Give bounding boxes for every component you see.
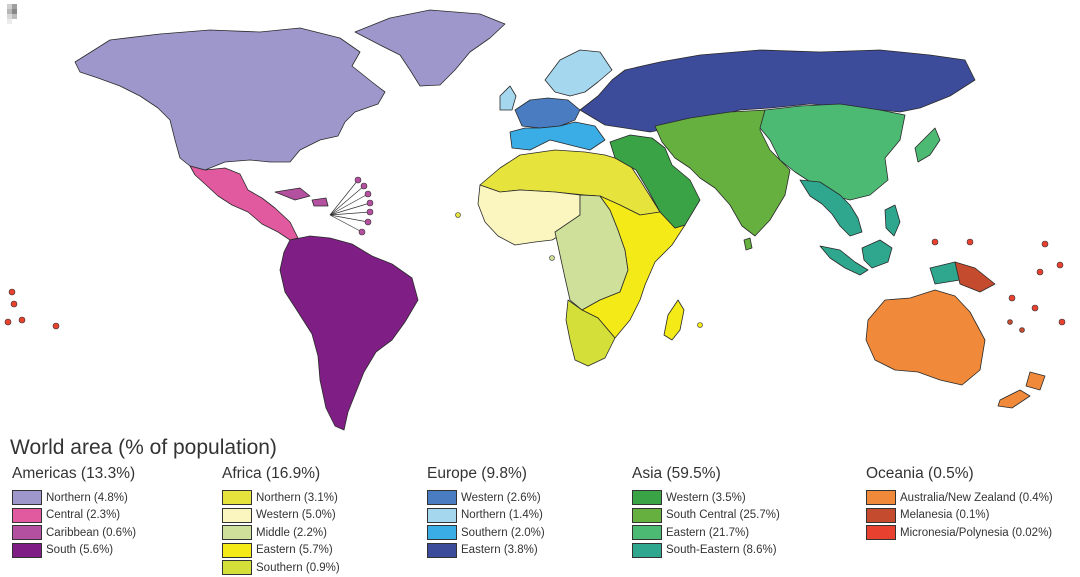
legend-label: Western (5.0%) <box>256 509 336 521</box>
legend-group-title: Oceania (0.5%) <box>866 465 974 482</box>
region-europe-western <box>514 97 581 129</box>
legend-swatch <box>12 525 42 540</box>
region-oceania-australia <box>865 289 986 386</box>
legend-title: World area (% of population) <box>10 436 277 459</box>
legend-swatch <box>222 507 252 523</box>
legend-swatch <box>222 525 252 540</box>
legend-swatch <box>427 525 457 540</box>
legend-group-americas: Americas (13.3%) Northern (4.8%) Central… <box>12 465 136 559</box>
legend-label: South-Eastern (8.6%) <box>666 544 777 556</box>
legend-item: Western (3.5%) <box>632 489 780 506</box>
region-asia-eastern-japan <box>914 127 941 163</box>
legend-label: Western (3.5%) <box>666 491 746 504</box>
region-asia-southeastern <box>799 179 863 237</box>
legend-group-asia: Asia (59.5%) Western (3.5%) South Centra… <box>632 465 780 559</box>
region-oceania-melanesia <box>954 261 996 293</box>
legend-item: Northern (1.4%) <box>427 507 545 524</box>
region-americas-caribbean <box>274 187 329 207</box>
region-greenland <box>354 9 506 87</box>
legend-label: Micronesia/Polynesia (0.02%) <box>900 526 1053 539</box>
region-americas-northern <box>74 27 386 171</box>
world-map <box>4 9 1066 431</box>
legend-swatch <box>222 542 252 558</box>
legend-group-europe: Europe (9.8%) Western (2.6%) Northern (1… <box>427 465 545 559</box>
legend-label: Eastern (5.7%) <box>256 544 333 556</box>
legend-swatch <box>12 507 42 523</box>
region-asia-southeastern-borneo <box>861 239 893 269</box>
region-oceania-newzealand <box>997 371 1046 409</box>
legend-label: Northern (1.4%) <box>461 509 543 521</box>
pacific-islands <box>4 212 1066 333</box>
region-americas-south <box>279 235 419 431</box>
region-europe-northern <box>544 49 613 97</box>
legend-item: Central (2.3%) <box>12 507 136 524</box>
legend-item: Caribbean (0.6%) <box>12 524 136 541</box>
legend-swatch <box>632 542 662 558</box>
legend-label: South (5.6%) <box>46 544 114 556</box>
region-asia-eastern <box>759 103 906 201</box>
legend-swatch <box>427 507 457 523</box>
legend-group-africa: Africa (16.9%) Northern (3.1%) Western (… <box>222 465 340 577</box>
legend-label: Melanesia (0.1%) <box>900 509 990 521</box>
legend-swatch <box>427 542 457 558</box>
legend-group-title: Asia (59.5%) <box>632 465 721 482</box>
legend-item: Northern (3.1%) <box>222 489 340 506</box>
legend-swatch <box>12 490 42 505</box>
legend-swatch <box>632 525 662 540</box>
legend-label: Eastern (21.7%) <box>666 526 750 539</box>
region-madagascar <box>663 299 685 341</box>
legend-label: Northern (3.1%) <box>256 491 338 504</box>
region-americas-central <box>189 165 299 241</box>
placeholder-icon <box>7 4 17 24</box>
legend-swatch <box>632 490 662 505</box>
legend-swatch <box>866 507 896 523</box>
region-asia-southcentral <box>654 109 791 237</box>
legend-item: South-Eastern (8.6%) <box>632 542 780 559</box>
legend-item: Melanesia (0.1%) <box>866 507 1053 524</box>
region-europe-southern <box>509 121 606 151</box>
legend-swatch <box>222 490 252 505</box>
legend-swatch <box>427 490 457 505</box>
legend-label: Caribbean (0.6%) <box>46 526 137 539</box>
legend-label: Middle (2.2%) <box>256 526 327 539</box>
legend-label: South Central (25.7%) <box>666 509 780 521</box>
caribbean-callouts <box>329 176 374 236</box>
legend-label: Northern (4.8%) <box>46 491 128 504</box>
legend-item: Eastern (3.8%) <box>427 542 545 559</box>
legend-item: Northern (4.8%) <box>12 489 136 506</box>
legend-label: Western (2.6%) <box>461 491 541 504</box>
legend-group-title: Americas (13.3%) <box>12 465 136 482</box>
legend-item: Australia/New Zealand (0.4%) <box>866 489 1053 506</box>
legend-label: Eastern (3.8%) <box>461 544 538 556</box>
legend-group-title: Africa (16.9%) <box>222 465 321 482</box>
region-europe-northern-uk <box>499 85 517 111</box>
legend-swatch <box>866 490 896 505</box>
legend-group-oceania: Oceania (0.5%) Australia/New Zealand (0.… <box>866 465 1053 542</box>
legend-item: Western (5.0%) <box>222 507 340 524</box>
legend-item: Southern (2.0%) <box>427 524 545 541</box>
legend-label: Australia/New Zealand (0.4%) <box>900 491 1053 504</box>
legend-swatch <box>632 507 662 523</box>
legend-item: Western (2.6%) <box>427 489 545 506</box>
legend-item: Southern (0.9%) <box>222 559 340 576</box>
legend-label: Southern (0.9%) <box>256 561 340 574</box>
legend-label: Central (2.3%) <box>46 509 121 521</box>
legend-item: Micronesia/Polynesia (0.02%) <box>866 524 1053 541</box>
legend-item: South Central (25.7%) <box>632 507 780 524</box>
region-asia-southcentral-srilanka <box>743 237 753 251</box>
legend-swatch <box>12 542 42 558</box>
legend-label: Southern (2.0%) <box>461 526 545 539</box>
legend-item: Eastern (5.7%) <box>222 542 340 559</box>
legend-swatch <box>222 560 252 575</box>
region-asia-southeastern-islands <box>819 245 869 276</box>
legend-item: South (5.6%) <box>12 542 136 559</box>
legend-item: Eastern (21.7%) <box>632 524 780 541</box>
legend-swatch <box>866 525 896 540</box>
region-asia-southeastern-philippines <box>884 204 901 237</box>
legend-item: Middle (2.2%) <box>222 524 340 541</box>
legend-group-title: Europe (9.8%) <box>427 465 527 482</box>
region-asia-western <box>609 134 701 229</box>
region-africa-southern <box>565 299 616 367</box>
